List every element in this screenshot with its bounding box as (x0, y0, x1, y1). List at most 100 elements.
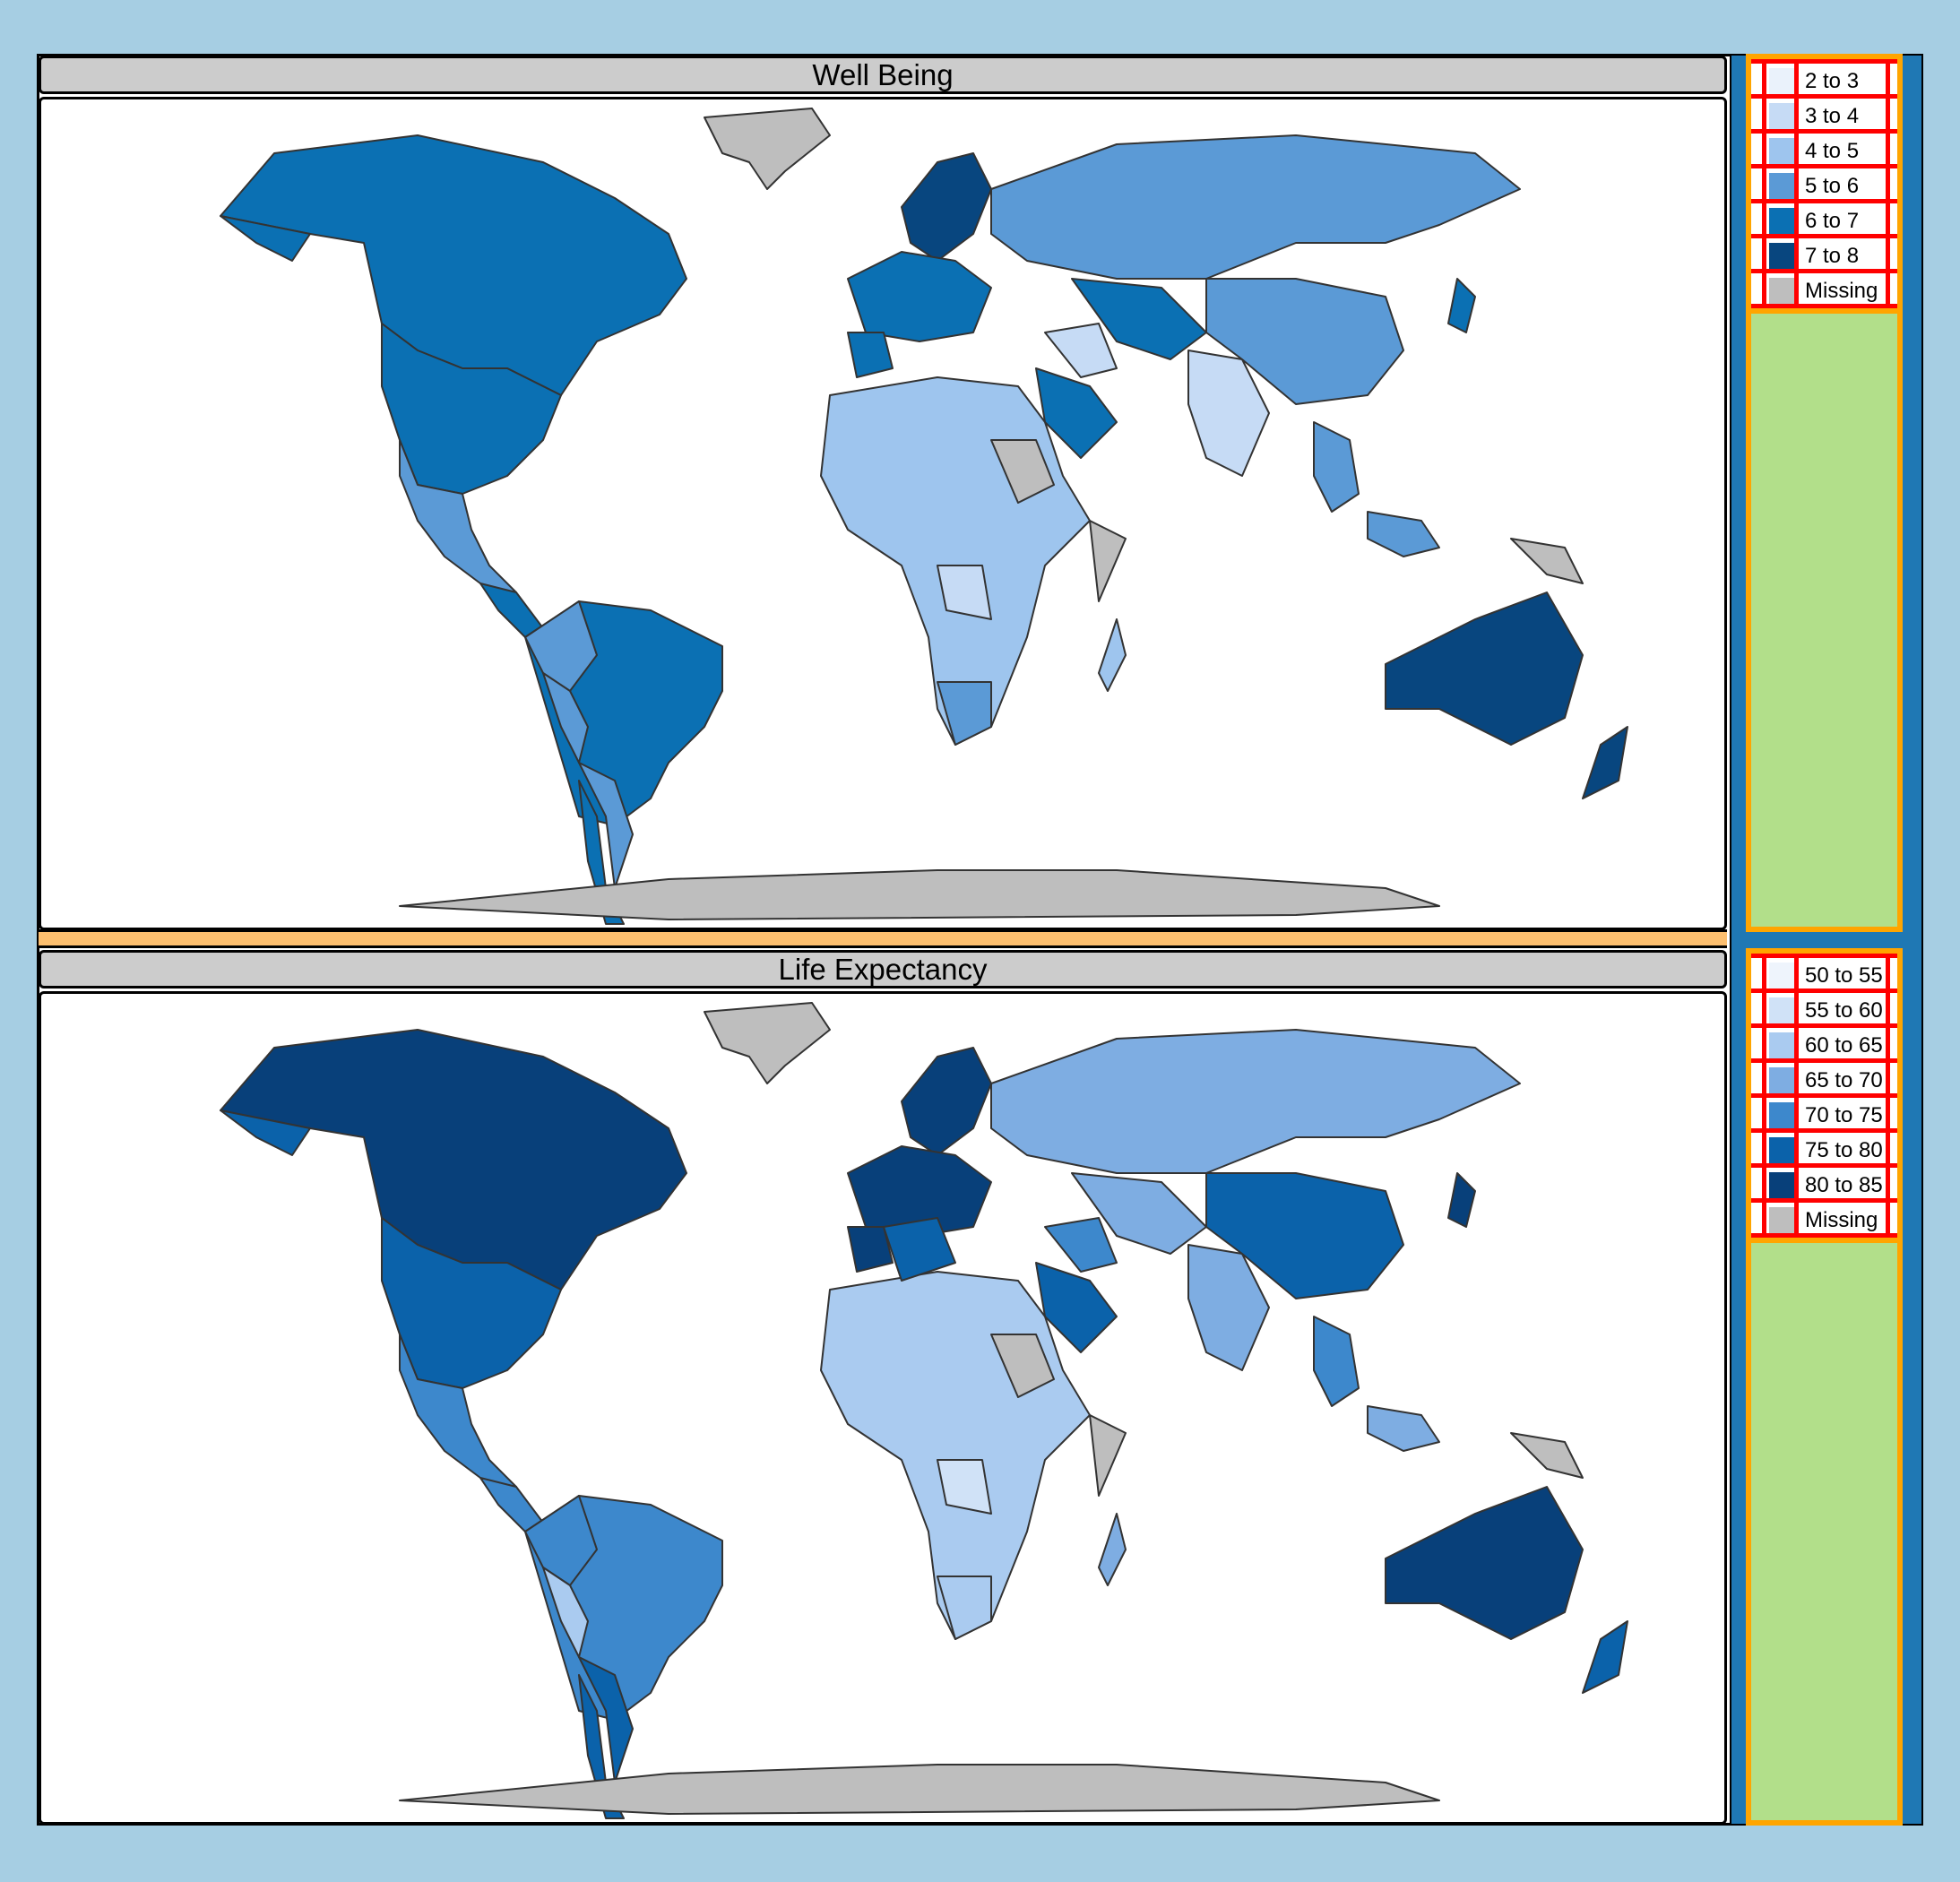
legend-swatch (1769, 997, 1795, 1023)
legend-label: Missing (1805, 1208, 1878, 1232)
country-sudan (990, 439, 1055, 504)
legend-label: 55 to 60 (1805, 998, 1883, 1023)
legend-item: 75 to 80 (1751, 1128, 1897, 1168)
legend-label: 80 to 85 (1805, 1173, 1883, 1197)
country-peru (542, 672, 589, 764)
country-russia (990, 134, 1521, 280)
legend-grid-line (1794, 99, 1799, 129)
legend-label: 4 to 5 (1805, 139, 1860, 163)
legend-label: 2 to 3 (1805, 69, 1860, 93)
legend-grid-line (1794, 1133, 1799, 1163)
country-greenland (704, 108, 831, 190)
legend-swatch (1769, 243, 1795, 269)
legend-swatch (1769, 68, 1795, 94)
legend-grid-line (1762, 134, 1766, 164)
legend-grid-line (1794, 203, 1799, 234)
legend-keys-well-being: 2 to 3 3 to 4 4 to 5 5 to 6 6 to 7 7 to 8 Miss… (1751, 59, 1897, 314)
country-usa (381, 1217, 562, 1389)
legend-grid-line (1886, 1168, 1890, 1198)
country-antarctica (399, 1764, 1440, 1815)
legend-label: 60 to 65 (1805, 1033, 1883, 1058)
legend-label: 6 to 7 (1805, 209, 1860, 233)
legend-swatch (1769, 1172, 1795, 1198)
country-new-zealand (1582, 726, 1628, 799)
legend-grid-line (1886, 1133, 1890, 1163)
country-scandinavia (901, 152, 992, 262)
legend-label: Missing (1805, 279, 1878, 303)
legend-item: 3 to 4 (1751, 94, 1897, 134)
legend-swatch (1769, 1067, 1795, 1093)
panel-title-life-expectancy: Life Expectancy (39, 950, 1727, 988)
legend-grid-line (1794, 993, 1799, 1023)
country-usa (381, 323, 562, 495)
legend-grid-line (1886, 1203, 1890, 1233)
legend-swatch (1769, 1102, 1795, 1128)
legend-swatch (1769, 1207, 1795, 1233)
legend-grid-line (1886, 958, 1890, 988)
legend-item: 65 to 70 (1751, 1058, 1897, 1098)
legend-grid-line (1886, 99, 1890, 129)
legend-grid-line (1794, 1028, 1799, 1058)
legend-swatch (1769, 963, 1795, 988)
legend-grid-line (1762, 273, 1766, 304)
country-south-africa (937, 1576, 992, 1640)
country-alaska (220, 215, 311, 262)
country-saudi-arabia (1035, 1262, 1118, 1353)
country-antarctica (399, 869, 1440, 920)
legend-swatch (1769, 103, 1795, 129)
legend-grid-line (1762, 958, 1766, 988)
legend-grid-line (1886, 64, 1890, 94)
country-saudi-arabia (1035, 367, 1118, 459)
country-papua-new-guinea (1510, 538, 1584, 584)
legend-grid-line (1794, 273, 1799, 304)
world-map-life-expectancy (220, 1002, 1628, 1819)
country-iran (1044, 323, 1118, 378)
legend-grid-line (1762, 1098, 1766, 1128)
country-indonesia (1367, 511, 1440, 557)
legend-label: 70 to 75 (1805, 1103, 1883, 1127)
country-drc (937, 565, 992, 620)
legend-item: 5 to 6 (1751, 164, 1897, 203)
legend-swatch (1769, 1137, 1795, 1163)
country-indonesia (1367, 1405, 1440, 1452)
legend-grid-line (1886, 134, 1890, 164)
country-papua-new-guinea (1510, 1432, 1584, 1479)
map-well-being (39, 97, 1727, 930)
country-australia (1385, 591, 1584, 746)
country-china (1205, 1172, 1404, 1299)
legend-grid-line (1762, 1203, 1766, 1233)
country-madagascar (1098, 618, 1127, 692)
country-chile (578, 780, 625, 925)
country-greenland (704, 1002, 831, 1084)
legend-item: 60 to 65 (1751, 1023, 1897, 1063)
legend-grid-line (1762, 1063, 1766, 1093)
legend-grid-line (1762, 1168, 1766, 1198)
legend-item: Missing (1751, 1198, 1897, 1238)
legend-swatch (1769, 1032, 1795, 1058)
legend-grid-line (1794, 64, 1799, 94)
country-somalia (1089, 1414, 1127, 1497)
legend-grid-line (1794, 1203, 1799, 1233)
legend-label: 65 to 70 (1805, 1068, 1883, 1092)
legend-swatch (1769, 138, 1795, 164)
country-drc (937, 1459, 992, 1515)
legend-item: 55 to 60 (1751, 988, 1897, 1028)
country-somalia (1089, 520, 1127, 602)
country-central-america (479, 583, 544, 638)
country-bolivia (542, 1567, 589, 1658)
country-sudan (990, 1334, 1055, 1398)
legend-grid-line (1794, 958, 1799, 988)
legend-grid-line (1886, 1063, 1890, 1093)
country-argentina (578, 762, 634, 889)
country-kazakhstan (1071, 1172, 1207, 1255)
legend-grid-line (1762, 993, 1766, 1023)
country-southeast-asia (1313, 1316, 1360, 1407)
country-canada (220, 1029, 687, 1291)
legend-well-being: 2 to 3 3 to 4 4 to 5 5 to 6 6 to 7 7 to 8 Miss… (1746, 54, 1903, 932)
legend-item: 7 to 8 (1751, 234, 1897, 273)
legend-swatch (1769, 278, 1795, 304)
country-canada (220, 134, 687, 396)
country-southeast-asia (1313, 421, 1360, 513)
legend-item: 2 to 3 (1751, 59, 1897, 99)
panel-title-label: Life Expectancy (778, 952, 988, 986)
